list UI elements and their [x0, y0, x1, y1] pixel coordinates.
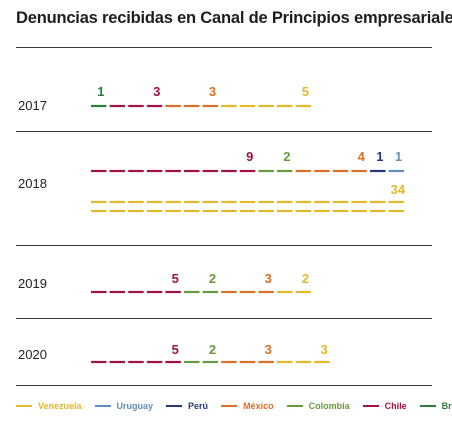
legend-label: Chile — [384, 401, 407, 411]
separator-line — [16, 131, 432, 132]
value-label-venezuela-2019: 2 — [302, 271, 309, 286]
separator-line — [16, 47, 432, 48]
legend-item-mexico: México — [221, 401, 274, 411]
separator-line — [16, 245, 432, 246]
legend-label: Colombia — [308, 401, 350, 411]
separator-line — [16, 385, 432, 386]
legend-label: Venezuela — [38, 401, 82, 411]
value-label-venezuela-2017: 5 — [302, 84, 309, 99]
separator-line — [16, 318, 432, 319]
legend-label: México — [243, 401, 274, 411]
legend-label: Perú — [188, 401, 209, 411]
value-label-mexico-2020: 3 — [265, 342, 272, 357]
chart-title: Denuncias recibidas en Canal de Principi… — [16, 9, 452, 27]
year-label-2019: 2019 — [18, 276, 47, 291]
value-label-uruguay-2018: 1 — [395, 149, 402, 164]
legend-swatch — [286, 405, 303, 407]
legend-item-venezuela: Venezuela — [16, 401, 82, 411]
year-label-2017: 2017 — [18, 98, 47, 113]
value-label-colombia-2018: 2 — [283, 149, 290, 164]
value-label-chile-2018: 9 — [246, 149, 253, 164]
legend-item-brasil: Brasil — [419, 401, 452, 411]
value-label-venezuela-2018: 34 — [391, 182, 406, 197]
value-label-colombia-2020: 2 — [209, 342, 216, 357]
value-label-colombia-2019: 2 — [209, 271, 216, 286]
legend-item-colombia: Colombia — [286, 401, 350, 411]
year-label-2020: 2020 — [18, 347, 47, 362]
legend-swatch — [362, 405, 379, 407]
legend-label: Brasil — [441, 401, 452, 411]
value-label-chile-2019: 5 — [172, 271, 179, 286]
legend-swatch — [221, 405, 238, 407]
value-label-mexico-2019: 3 — [265, 271, 272, 286]
legend-item-peru: Perú — [166, 401, 208, 411]
value-label-mexico-2017: 3 — [209, 84, 216, 99]
value-label-venezuela-2020: 3 — [320, 342, 327, 357]
value-label-peru-2018: 1 — [376, 149, 383, 164]
legend-item-uruguay: Uruguay — [94, 401, 154, 411]
year-label-2018: 2018 — [18, 176, 47, 191]
value-label-brasil-2017: 1 — [97, 84, 104, 99]
value-label-mexico-2018: 4 — [358, 149, 366, 164]
legend-swatch — [166, 405, 183, 407]
legend-item-chile: Chile — [362, 401, 407, 411]
legend-label: Uruguay — [116, 401, 154, 411]
value-label-chile-2020: 5 — [172, 342, 179, 357]
value-label-chile-2017: 3 — [153, 84, 160, 99]
legend: Venezuela Uruguay Perú México Colombia C… — [16, 401, 452, 411]
legend-swatch — [16, 405, 32, 407]
legend-swatch — [94, 405, 111, 407]
legend-swatch — [419, 405, 436, 407]
